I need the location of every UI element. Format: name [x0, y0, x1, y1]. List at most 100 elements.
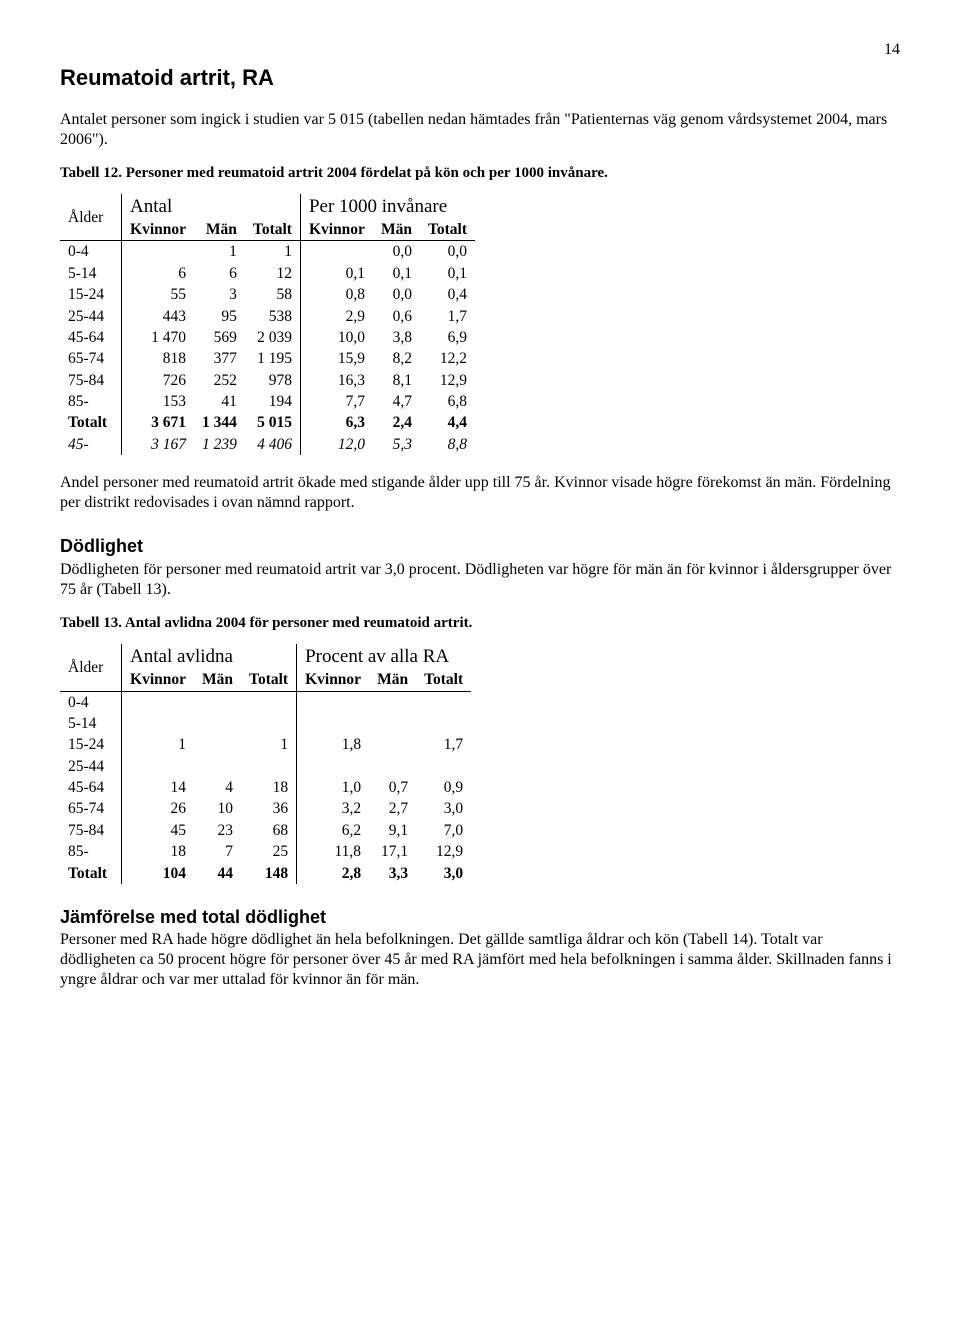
table-row: 45-3 1671 2394 40612,05,38,8 — [60, 434, 475, 455]
table-row: 5-14 — [60, 713, 471, 734]
cell: 2 039 — [245, 327, 301, 348]
cell — [194, 756, 241, 777]
cell: 1,7 — [416, 734, 471, 755]
table-row: 85-1872511,817,112,9 — [60, 841, 471, 862]
cell — [297, 691, 369, 713]
row-label: 85- — [60, 391, 122, 412]
table12-col-5: Totalt — [420, 219, 475, 241]
table13-col-4: Män — [369, 669, 416, 691]
table12-group1: Antal — [122, 194, 301, 219]
cell: 0,0 — [373, 241, 420, 263]
cell: 1 195 — [245, 348, 301, 369]
cell — [241, 691, 297, 713]
cell — [416, 691, 471, 713]
row-label: 45- — [60, 434, 122, 455]
cell — [194, 734, 241, 755]
cell: 4,7 — [373, 391, 420, 412]
cell: 7,7 — [300, 391, 372, 412]
table-row: 65-742610363,22,73,0 — [60, 798, 471, 819]
cell: 0,9 — [416, 777, 471, 798]
cell: 3,3 — [369, 863, 416, 884]
cell: 18 — [241, 777, 297, 798]
cell: 10,0 — [300, 327, 372, 348]
cell: 0,6 — [373, 306, 420, 327]
table12-col-2: Totalt — [245, 219, 301, 241]
page-number: 14 — [60, 40, 900, 60]
table13-corner: Ålder — [60, 644, 122, 691]
cell: 1 239 — [194, 434, 245, 455]
table-row: 85-153411947,74,76,8 — [60, 391, 475, 412]
cell: 377 — [194, 348, 245, 369]
cell: 1 470 — [122, 327, 194, 348]
table13-col-5: Totalt — [416, 669, 471, 691]
cell — [300, 241, 372, 263]
row-label: Totalt — [60, 863, 122, 884]
cell — [369, 756, 416, 777]
cell: 12 — [245, 263, 301, 284]
table13-group1: Antal avlidna — [122, 644, 297, 669]
table-row: 15-24111,81,7 — [60, 734, 471, 755]
cell: 443 — [122, 306, 194, 327]
cell — [194, 691, 241, 713]
cell — [122, 713, 194, 734]
cell: 5,3 — [373, 434, 420, 455]
cell: 3 — [194, 284, 245, 305]
compare-heading: Jämförelse med total dödlighet — [60, 906, 900, 929]
cell: 726 — [122, 370, 194, 391]
table13-group2: Procent av alla RA — [297, 644, 472, 669]
cell — [241, 713, 297, 734]
row-label: 0-4 — [60, 241, 122, 263]
table13: Ålder Antal avlidna Procent av alla RA K… — [60, 644, 471, 884]
table12-caption: Tabell 12. Personer med reumatoid artrit… — [60, 164, 900, 183]
cell: 0,1 — [420, 263, 475, 284]
cell: 5 015 — [245, 412, 301, 433]
cell — [297, 713, 369, 734]
cell: 2,8 — [297, 863, 369, 884]
cell: 44 — [194, 863, 241, 884]
page-title: Reumatoid artrit, RA — [60, 64, 900, 92]
cell: 538 — [245, 306, 301, 327]
cell: 4,4 — [420, 412, 475, 433]
cell: 252 — [194, 370, 245, 391]
table13-col-3: Kvinnor — [297, 669, 369, 691]
row-label: 65-74 — [60, 348, 122, 369]
table-row: 75-844523686,29,17,0 — [60, 820, 471, 841]
table12-col-header-row: Kvinnor Män Totalt Kvinnor Män Totalt — [60, 219, 475, 241]
cell: 3,0 — [416, 798, 471, 819]
para-after-table12: Andel personer med reumatoid artrit ökad… — [60, 473, 900, 513]
cell: 10 — [194, 798, 241, 819]
cell: 1,0 — [297, 777, 369, 798]
table-row: 45-641 4705692 03910,03,86,9 — [60, 327, 475, 348]
cell: 3 671 — [122, 412, 194, 433]
row-label: 15-24 — [60, 284, 122, 305]
cell: 818 — [122, 348, 194, 369]
cell — [369, 734, 416, 755]
cell: 3,2 — [297, 798, 369, 819]
cell: 41 — [194, 391, 245, 412]
cell: 0,1 — [300, 263, 372, 284]
cell: 12,9 — [420, 370, 475, 391]
cell: 2,9 — [300, 306, 372, 327]
cell: 0,0 — [373, 284, 420, 305]
cell: 45 — [122, 820, 194, 841]
cell: 8,1 — [373, 370, 420, 391]
cell — [122, 691, 194, 713]
table-row: 45-64144181,00,70,9 — [60, 777, 471, 798]
cell: 26 — [122, 798, 194, 819]
cell: 194 — [245, 391, 301, 412]
table-row: 0-4 — [60, 691, 471, 713]
cell: 104 — [122, 863, 194, 884]
table12-col-1: Män — [194, 219, 245, 241]
row-label: 0-4 — [60, 691, 122, 713]
cell: 58 — [245, 284, 301, 305]
cell: 3 167 — [122, 434, 194, 455]
table-row: Totalt104441482,83,33,0 — [60, 863, 471, 884]
cell — [369, 691, 416, 713]
cell: 6,2 — [297, 820, 369, 841]
cell: 153 — [122, 391, 194, 412]
cell: 36 — [241, 798, 297, 819]
table-row: 15-24553580,80,00,4 — [60, 284, 475, 305]
intro-paragraph: Antalet personer som ingick i studien va… — [60, 110, 900, 150]
row-label: 45-64 — [60, 327, 122, 348]
table12-corner: Ålder — [60, 194, 122, 241]
